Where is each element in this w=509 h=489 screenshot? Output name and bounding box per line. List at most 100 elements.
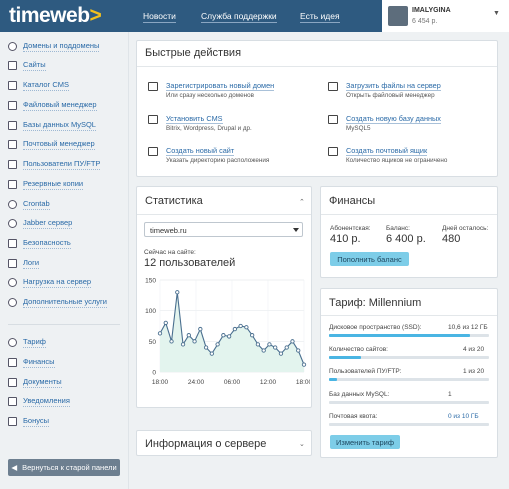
chart-point (198, 326, 203, 332)
quick-action-title[interactable]: Создать почтовый ящик (346, 146, 428, 156)
sidebar-item-notifications[interactable]: Уведомления (8, 395, 70, 407)
sites-progress-fill (329, 356, 361, 359)
sidebar-item-jabber[interactable]: Jabber сервер (8, 217, 73, 229)
sidebar-item-label: Нагрузка на сервер (23, 276, 92, 288)
topup-button[interactable]: Пополнить баланс (330, 252, 409, 266)
days-left-label: Дней осталось: (442, 225, 489, 232)
database-icon (328, 115, 338, 124)
chart-point (267, 342, 272, 347)
documents-icon (8, 377, 17, 387)
visitors-chart: 0 50 100 150 18:00 24:00 06:00 12:00 18:00 (145, 278, 310, 387)
server-info-card[interactable]: Информация о сервере ⌄ (136, 430, 312, 456)
sidebar-item-label: Документы (23, 376, 62, 388)
sidebar-item-label: Каталог CMS (23, 79, 70, 91)
sidebar-item-server-load[interactable]: Нагрузка на сервер (8, 276, 92, 288)
sidebar-item-bonus[interactable]: Бонусы (8, 415, 50, 427)
chevron-up-icon[interactable]: ⌃ (299, 199, 305, 206)
sidebar: Домены и поддомены Сайты Каталог CMS Фай… (0, 32, 128, 489)
sidebar-divider (8, 324, 120, 325)
tariff-row-value: 10,6 из 12 ГБ (448, 324, 488, 331)
sidebar-item-crontab[interactable]: Crontab (8, 198, 50, 210)
tariff-row-label: Дисковое пространство (SSD): (329, 324, 422, 331)
quick-action-title[interactable]: Установить CMS (166, 114, 223, 124)
card-divider (321, 315, 497, 316)
backup-icon (8, 179, 17, 189)
tariff-card: Тариф: Millennium (320, 288, 498, 458)
sidebar-item-extra[interactable]: Дополнительные услуги (8, 296, 107, 308)
cms-icon (148, 115, 158, 124)
chart-point (209, 351, 214, 356)
finance-icon (8, 357, 17, 367)
notifications-icon (8, 396, 17, 406)
folder-icon (8, 100, 17, 110)
users-icon (8, 159, 17, 169)
chart-point (203, 345, 209, 350)
sites-progress (329, 356, 489, 359)
sidebar-item-sites[interactable]: Сайты (8, 59, 46, 71)
sidebar-item-domains[interactable]: Домены и поддомены (8, 40, 100, 52)
sidebar-item-tariff[interactable]: Тариф (8, 336, 46, 348)
database-icon (8, 120, 17, 130)
sidebar-item-backups[interactable]: Резервные копии (8, 178, 84, 190)
user-name: IMALYGINA (412, 7, 451, 14)
statistics-title: Статистика (145, 195, 203, 207)
nav-support[interactable]: Служба поддержки (201, 11, 277, 23)
chart-point (290, 339, 295, 344)
shield-icon (8, 238, 17, 248)
sidebar-item-logs[interactable]: Логи (8, 257, 40, 269)
chart-point (238, 323, 243, 329)
select-caret-icon (293, 228, 299, 232)
sidebar-item-label: Почтовый менеджер (23, 138, 95, 150)
card-divider (137, 66, 497, 67)
sidebar-item-ftp-users[interactable]: Пользователи ПУ/FTP (8, 158, 101, 170)
tariff-icon (8, 337, 17, 347)
nav-news[interactable]: Новости (143, 11, 176, 23)
quick-action-title[interactable]: Создать новую базу данных (346, 114, 441, 124)
sidebar-item-files[interactable]: Файловый менеджер (8, 99, 97, 111)
logo[interactable]: timeweb> (9, 4, 102, 27)
sidebar-item-mail[interactable]: Почтовый менеджер (8, 138, 95, 150)
quick-actions-card: Быстрые действия (136, 40, 498, 177)
chart-point (250, 333, 255, 338)
disk-progress (329, 334, 489, 337)
tariff-row-value: 4 из 20 (463, 346, 485, 353)
subscription-label: Абонентская: (330, 225, 371, 232)
cms-catalog-icon (8, 80, 17, 90)
tariff-row-value[interactable]: 0 из 10 ГБ (448, 413, 479, 420)
chart-y-tick: 150 (145, 278, 156, 285)
chart-y-tick: 50 (149, 339, 157, 346)
quick-action-title[interactable]: Загрузить файлы на сервер (346, 81, 441, 91)
ftp-users-progress-fill (329, 378, 337, 381)
old-panel-button[interactable]: ◀ Вернуться к старой панели (8, 459, 120, 476)
chart-point (261, 348, 266, 353)
sidebar-item-finance[interactable]: Финансы (8, 356, 55, 368)
chevron-down-icon[interactable]: ▼ (493, 10, 500, 17)
card-divider (137, 214, 311, 215)
sidebar-item-cms[interactable]: Каталог CMS (8, 79, 70, 91)
chart-x-tick: 18:00 (152, 379, 169, 386)
nav-idea[interactable]: Есть идея (300, 11, 340, 23)
sidebar-item-security[interactable]: Безопасность (8, 237, 71, 249)
server-info-title: Информация о сервере (145, 438, 267, 450)
avatar (388, 6, 408, 26)
sidebar-item-mysql[interactable]: Базы данных MySQL (8, 119, 96, 131)
plus-icon (8, 297, 17, 307)
tariff-row-value: 1 из 20 (463, 368, 485, 375)
quick-action-title[interactable]: Зарегистрировать новый домен (166, 81, 275, 91)
site-select[interactable]: timeweb.ru (144, 222, 303, 237)
sidebar-item-label: Сайты (23, 59, 46, 71)
sidebar-item-label: Финансы (23, 356, 55, 368)
clock-icon (8, 199, 17, 209)
sidebar-item-documents[interactable]: Документы (8, 376, 62, 388)
mail-icon (328, 147, 338, 156)
mail-icon (8, 139, 17, 149)
logs-icon (8, 258, 17, 268)
domain-icon (148, 82, 158, 91)
change-tariff-button[interactable]: Изменить тариф (330, 435, 400, 449)
quick-action-title[interactable]: Создать новый сайт (166, 146, 235, 156)
user-menu[interactable]: IMALYGINA 6 454 р. ▼ (382, 0, 509, 32)
quick-action-sub: Указать директорию расположения (166, 157, 270, 164)
sites-icon (8, 60, 17, 70)
chevron-down-icon[interactable]: ⌄ (299, 441, 305, 448)
chart-point (192, 339, 197, 344)
